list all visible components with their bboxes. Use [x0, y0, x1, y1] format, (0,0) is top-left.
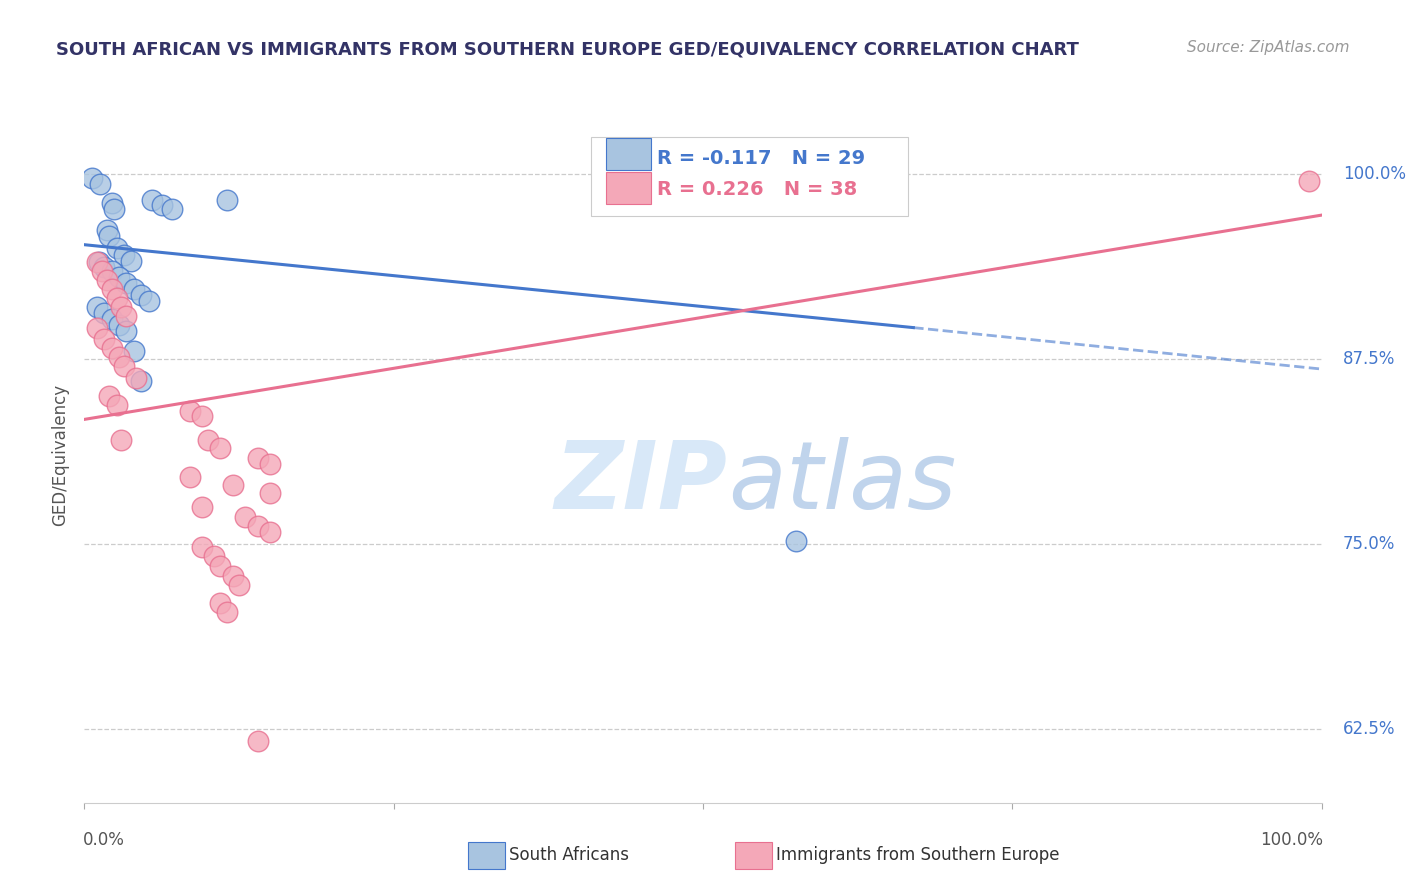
Point: [246, 450, 269, 465]
Text: 100.0%: 100.0%: [1343, 165, 1406, 183]
Point: [110, 433, 132, 447]
Point: [785, 533, 807, 548]
Point: [259, 524, 281, 539]
Text: atlas: atlas: [728, 437, 956, 528]
Text: Immigrants from Southern Europe: Immigrants from Southern Europe: [776, 847, 1060, 864]
Text: 75.0%: 75.0%: [1343, 534, 1395, 553]
Text: 100.0%: 100.0%: [1260, 830, 1323, 848]
Point: [125, 371, 148, 385]
Point: [209, 441, 232, 455]
Point: [112, 359, 135, 373]
Point: [108, 318, 131, 332]
Point: [179, 470, 201, 484]
Point: [179, 403, 201, 417]
Point: [259, 457, 281, 471]
Point: [141, 194, 163, 208]
Text: Source: ZipAtlas.com: Source: ZipAtlas.com: [1187, 40, 1350, 55]
Text: ZIP: ZIP: [555, 437, 728, 529]
Point: [100, 196, 122, 211]
Text: SOUTH AFRICAN VS IMMIGRANTS FROM SOUTHERN EUROPE GED/EQUIVALENCY CORRELATION CHA: SOUTH AFRICAN VS IMMIGRANTS FROM SOUTHER…: [56, 40, 1080, 58]
Point: [80, 171, 103, 186]
Point: [1298, 174, 1320, 188]
Text: 62.5%: 62.5%: [1343, 720, 1395, 738]
Point: [90, 264, 112, 278]
Point: [96, 273, 118, 287]
Point: [191, 540, 214, 554]
Point: [98, 228, 121, 243]
Point: [215, 605, 238, 619]
Point: [246, 733, 269, 747]
Point: [86, 255, 108, 269]
Point: [160, 202, 183, 217]
Point: [86, 320, 108, 334]
Point: [93, 260, 115, 274]
Text: R = -0.117   N = 29: R = -0.117 N = 29: [657, 149, 865, 168]
Point: [110, 300, 132, 314]
Point: [233, 510, 256, 524]
Point: [108, 270, 131, 285]
Y-axis label: GED/Equivalency: GED/Equivalency: [51, 384, 69, 526]
Text: South Africans: South Africans: [509, 847, 628, 864]
Point: [209, 596, 232, 610]
Point: [100, 342, 122, 356]
Point: [112, 248, 135, 262]
Point: [150, 198, 173, 212]
Point: [86, 300, 108, 314]
Point: [122, 282, 145, 296]
Point: [98, 389, 121, 403]
Point: [93, 306, 115, 320]
Point: [209, 558, 232, 573]
Point: [89, 255, 111, 269]
Point: [222, 569, 245, 583]
Point: [105, 241, 128, 255]
Text: 87.5%: 87.5%: [1343, 350, 1395, 368]
Point: [191, 500, 214, 514]
Point: [246, 519, 269, 533]
Point: [115, 309, 138, 323]
Point: [93, 333, 115, 347]
Point: [115, 276, 138, 290]
Point: [197, 433, 219, 447]
Point: [129, 374, 152, 388]
Point: [105, 398, 128, 412]
Point: [108, 350, 131, 364]
Point: [122, 344, 145, 359]
Point: [222, 477, 245, 491]
Text: 0.0%: 0.0%: [83, 830, 125, 848]
Point: [138, 293, 160, 308]
Point: [259, 486, 281, 500]
Point: [202, 549, 225, 563]
Point: [115, 324, 138, 338]
Point: [89, 177, 111, 191]
Point: [191, 409, 214, 424]
Point: [100, 311, 122, 326]
Point: [120, 254, 142, 268]
Point: [228, 578, 250, 592]
Point: [103, 202, 125, 217]
Point: [100, 282, 122, 296]
Text: R = 0.226   N = 38: R = 0.226 N = 38: [657, 180, 858, 199]
Point: [96, 223, 118, 237]
Point: [100, 264, 122, 278]
Point: [129, 288, 152, 302]
Point: [215, 194, 238, 208]
Point: [105, 291, 128, 305]
